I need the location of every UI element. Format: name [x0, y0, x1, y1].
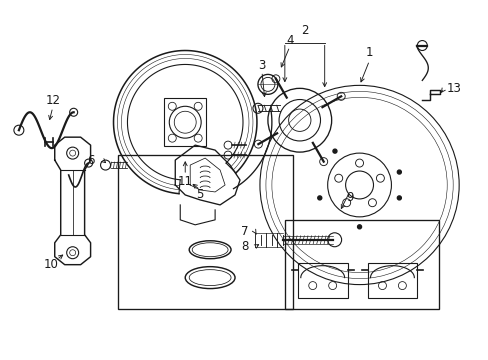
Bar [285, 220, 438, 310]
Text: 11: 11 [177, 175, 192, 189]
Circle shape [332, 149, 336, 153]
Bar [297, 263, 347, 298]
Text: 1: 1 [365, 46, 372, 59]
Text: 6: 6 [87, 154, 94, 167]
Bar [164, 98, 206, 146]
Circle shape [397, 196, 401, 200]
Circle shape [397, 170, 401, 174]
Circle shape [357, 225, 361, 229]
Bar [367, 263, 416, 298]
Text: 2: 2 [301, 24, 308, 37]
Text: 10: 10 [43, 258, 58, 271]
Text: 5: 5 [196, 188, 203, 202]
Text: 13: 13 [446, 82, 461, 95]
Text: 4: 4 [285, 34, 293, 47]
Text: 9: 9 [345, 192, 353, 204]
Circle shape [317, 196, 321, 200]
Text: 7: 7 [241, 225, 248, 238]
Bar [118, 155, 292, 310]
Text: 8: 8 [241, 240, 248, 253]
Text: 12: 12 [45, 94, 60, 107]
Text: 3: 3 [258, 59, 265, 72]
